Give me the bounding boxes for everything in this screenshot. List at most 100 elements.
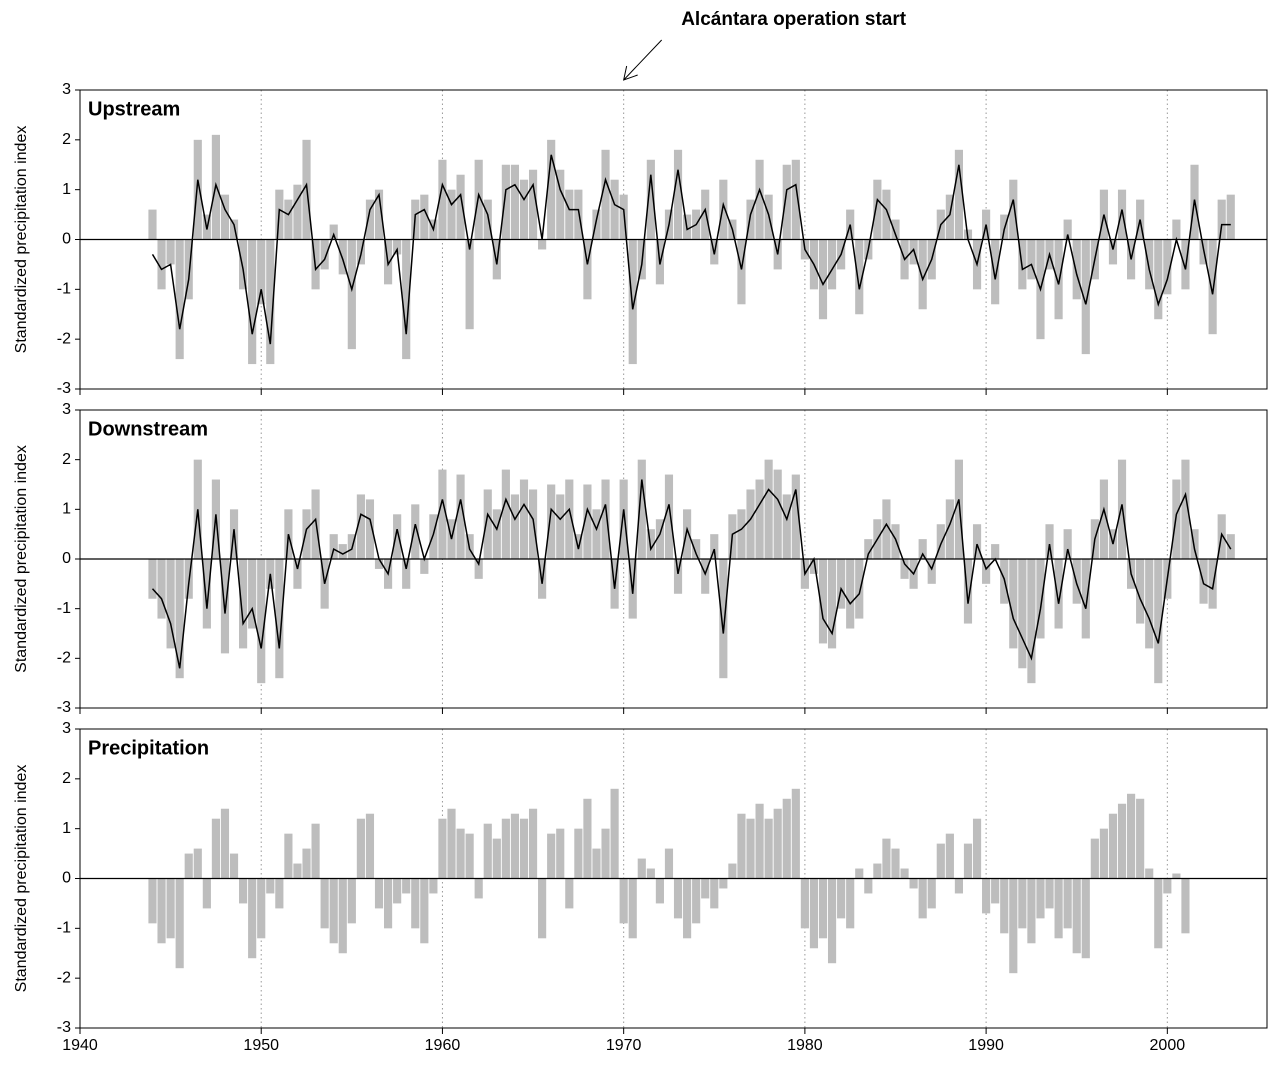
bar [583,239,592,300]
bar [882,838,891,879]
bar [157,239,166,290]
bar [755,159,764,240]
bar [338,878,347,954]
bar [347,878,356,924]
bar [547,139,556,240]
bar [220,194,230,240]
bar [746,818,755,879]
bar [855,559,864,619]
bar [510,164,520,240]
bar [474,878,483,899]
bar [610,788,619,879]
bar [773,469,782,559]
bar [1018,559,1027,669]
bar [393,878,402,904]
bar [565,189,574,240]
bar [991,544,1000,559]
bar [483,489,492,559]
bar [827,559,837,649]
bar [501,164,510,240]
annotation: Alcántara operation start [681,9,907,30]
bar [1127,793,1136,879]
bar [175,559,184,679]
bar [954,878,964,894]
bar [275,878,284,909]
bar [782,798,791,879]
bar [320,239,329,270]
bar [873,179,882,240]
bar [211,818,220,879]
bar [293,559,302,589]
bar [356,494,365,559]
bar [773,808,782,879]
bar [1018,878,1027,929]
bar [683,878,692,939]
bar [1063,878,1072,929]
bar [891,219,900,240]
bar [474,159,483,240]
bar [710,534,719,559]
bar [991,878,1000,904]
bar [701,559,710,594]
bar [1208,559,1217,609]
bar [456,474,465,559]
bar [492,509,501,559]
bar [737,239,746,305]
bar [157,559,166,619]
bar [637,459,646,559]
bar [275,559,284,679]
bar [719,559,728,679]
bar [918,539,927,559]
bar [148,878,157,924]
bar [855,239,864,315]
bar [483,823,492,879]
bar [220,808,230,879]
bar [873,863,882,879]
bar [402,878,411,894]
bar [193,139,202,240]
bar [438,818,447,879]
bar [1154,878,1163,949]
y-tick-label: 0 [62,231,71,248]
bar [891,524,900,559]
bar [737,813,746,879]
bar [402,559,411,589]
bar [175,239,184,360]
bar [365,499,375,559]
y-tick-label: 1 [62,501,71,518]
bar [655,519,664,559]
bar [809,559,819,574]
x-tick-label: 2000 [1150,1037,1186,1054]
bar [284,199,293,240]
annotation-arrow [622,39,663,81]
bar [157,878,166,944]
bar [882,189,891,240]
bar [1000,878,1009,934]
y-tick-label: -3 [57,699,71,716]
bar [746,489,755,559]
bar [954,459,964,559]
bar [818,239,828,320]
bar [1145,868,1154,879]
bar [266,878,275,894]
bar [846,878,855,929]
x-tick-label: 1980 [787,1037,823,1054]
bar [202,878,211,909]
bar [692,539,701,559]
bar [365,199,375,240]
bar [393,514,402,559]
line [151,154,1231,345]
y-tick-label: 2 [62,770,71,787]
bar [519,818,529,879]
bar [601,828,610,879]
bar [664,848,674,879]
bar [556,494,565,559]
bar [456,828,465,879]
bar [374,559,384,569]
bar [719,179,728,240]
bar [673,878,683,919]
bar [972,524,982,559]
bar [655,878,664,904]
bar [592,509,601,559]
bar [538,239,547,250]
